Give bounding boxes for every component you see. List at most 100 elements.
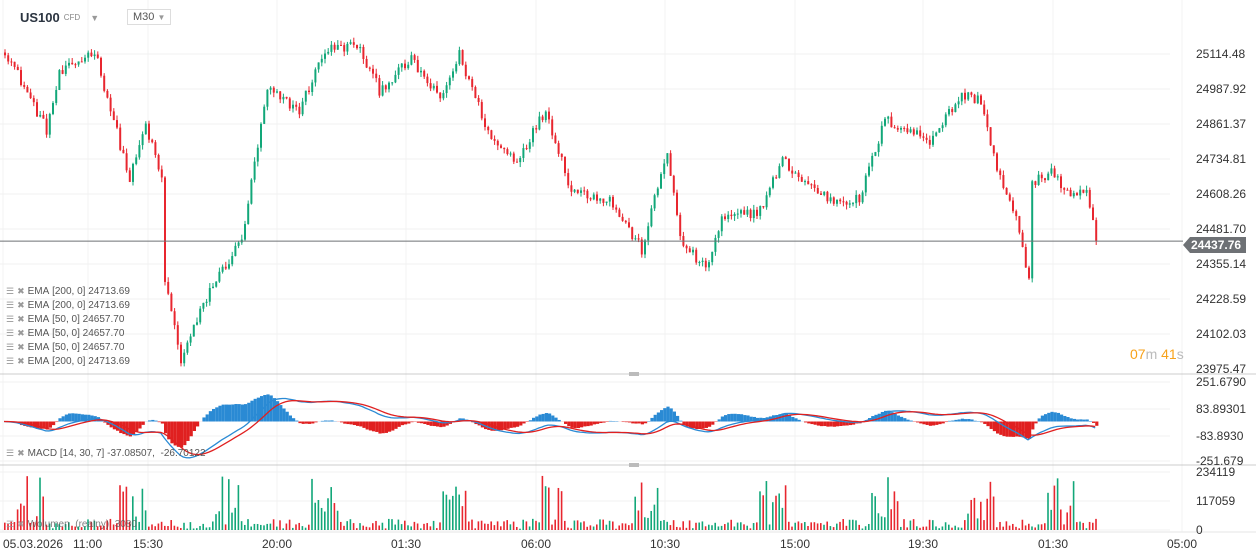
- candle-body: [1060, 176, 1062, 189]
- candle-body: [1079, 189, 1082, 196]
- volume-bar: [160, 521, 163, 530]
- volume-bar: [250, 526, 252, 530]
- volume-bar: [224, 524, 227, 530]
- volume-bar: [928, 519, 931, 530]
- candle-body: [1002, 175, 1005, 188]
- candle-body: [813, 184, 816, 188]
- volume-bar: [602, 519, 604, 530]
- volume-bar: [452, 495, 454, 530]
- settings-icon[interactable]: ☰: [6, 300, 15, 310]
- candle-body: [708, 262, 710, 268]
- macd-histogram-bar: [282, 408, 286, 422]
- macd-histogram-bar: [679, 420, 683, 422]
- macd-histogram-bar: [1034, 421, 1038, 424]
- volume-bar: [106, 520, 108, 530]
- settings-icon[interactable]: ☰: [6, 314, 15, 324]
- indicator-legend-item: ☰ ✖ EMA [50, 0] 24657.70: [6, 342, 124, 353]
- close-icon[interactable]: ✖: [17, 519, 25, 529]
- candle-body: [493, 139, 496, 141]
- settings-icon[interactable]: ☰: [6, 519, 15, 529]
- close-icon[interactable]: ✖: [17, 300, 25, 310]
- candle-body: [964, 92, 966, 100]
- volume-bar: [55, 523, 57, 530]
- macd-histogram-bar: [557, 419, 561, 422]
- candle-body: [637, 238, 640, 240]
- settings-icon[interactable]: ☰: [6, 448, 15, 458]
- macd-histogram-bar: [103, 421, 107, 423]
- candle-body: [832, 197, 835, 204]
- candle-body: [1031, 181, 1034, 279]
- candle-body: [336, 44, 339, 50]
- candle-timer: 07m 41s: [1130, 346, 1184, 362]
- macd-histogram-bar: [672, 411, 676, 422]
- macd-histogram-bar: [650, 417, 654, 422]
- volume-bar: [1031, 526, 1033, 530]
- candle-body: [7, 55, 10, 62]
- current-price-label: 24437.76: [1183, 237, 1247, 253]
- candle-body: [39, 114, 42, 117]
- volume-bar: [474, 528, 476, 530]
- macd-histogram-bar: [852, 421, 856, 425]
- candle-body: [986, 114, 989, 128]
- settings-icon[interactable]: ☰: [6, 342, 15, 352]
- settings-icon[interactable]: ☰: [6, 328, 15, 338]
- price-axis-label: 24608.26: [1196, 187, 1247, 201]
- volume-bar: [1072, 481, 1075, 530]
- close-icon[interactable]: ✖: [17, 314, 25, 324]
- macd-histogram-bar: [791, 416, 795, 422]
- macd-histogram-bar: [896, 415, 900, 422]
- volume-bar: [519, 528, 521, 530]
- candle-body: [919, 130, 922, 137]
- macd-histogram-bar: [327, 420, 331, 422]
- volume-bar: [448, 499, 451, 530]
- candle-body: [548, 111, 550, 120]
- indicator-name: EMA: [27, 314, 50, 325]
- volume-bar: [880, 516, 883, 530]
- candle-body: [772, 177, 774, 188]
- close-icon[interactable]: ✖: [17, 356, 25, 366]
- volume-bar: [1079, 521, 1081, 530]
- timeframe-selector[interactable]: M30 ▼: [127, 9, 172, 25]
- volume-bar: [708, 524, 710, 530]
- macd-histogram-bar: [1037, 418, 1041, 422]
- candle-body: [1034, 181, 1037, 185]
- indicator-value: 24713.69: [88, 286, 130, 297]
- candle-body: [93, 54, 96, 57]
- volume-bar: [442, 491, 444, 530]
- macd-histogram-bar: [298, 421, 302, 424]
- macd-histogram-bar: [164, 421, 168, 434]
- candle-body: [551, 119, 554, 136]
- indicator-value: 24657.70: [82, 314, 125, 325]
- candle-body: [656, 188, 659, 196]
- candle-body: [740, 210, 742, 214]
- candle-body: [996, 153, 998, 171]
- candle-body: [1018, 216, 1021, 233]
- close-icon[interactable]: ✖: [17, 342, 25, 352]
- indicator-params: [200, 0]: [52, 286, 86, 297]
- macd-histogram-bar: [724, 415, 728, 422]
- close-icon[interactable]: ✖: [17, 328, 25, 338]
- close-icon[interactable]: ✖: [17, 286, 25, 296]
- chevron-down-icon[interactable]: ▼: [90, 12, 100, 23]
- macd-histogram-bar: [404, 421, 408, 425]
- macd-histogram-bar: [823, 421, 827, 427]
- volume-bar: [1076, 522, 1078, 530]
- macd-histogram-bar: [420, 421, 424, 424]
- volume-bar: [330, 487, 332, 530]
- candle-body: [333, 44, 336, 50]
- candle-body: [170, 293, 173, 312]
- indicator-value: 24657.70: [82, 328, 125, 339]
- settings-icon[interactable]: ☰: [6, 356, 15, 366]
- candle-body: [580, 190, 582, 193]
- settings-icon[interactable]: ☰: [6, 286, 15, 296]
- candle-body: [567, 173, 570, 186]
- macd-histogram-bar: [925, 421, 929, 425]
- candle-body: [970, 92, 973, 95]
- volume-bar: [496, 521, 499, 530]
- close-icon[interactable]: ✖: [17, 448, 25, 458]
- candle-body: [368, 67, 371, 69]
- symbol-selector[interactable]: US100 CFD ▼: [20, 10, 99, 25]
- macd-histogram-bar: [592, 421, 596, 425]
- volume-bar: [375, 520, 377, 530]
